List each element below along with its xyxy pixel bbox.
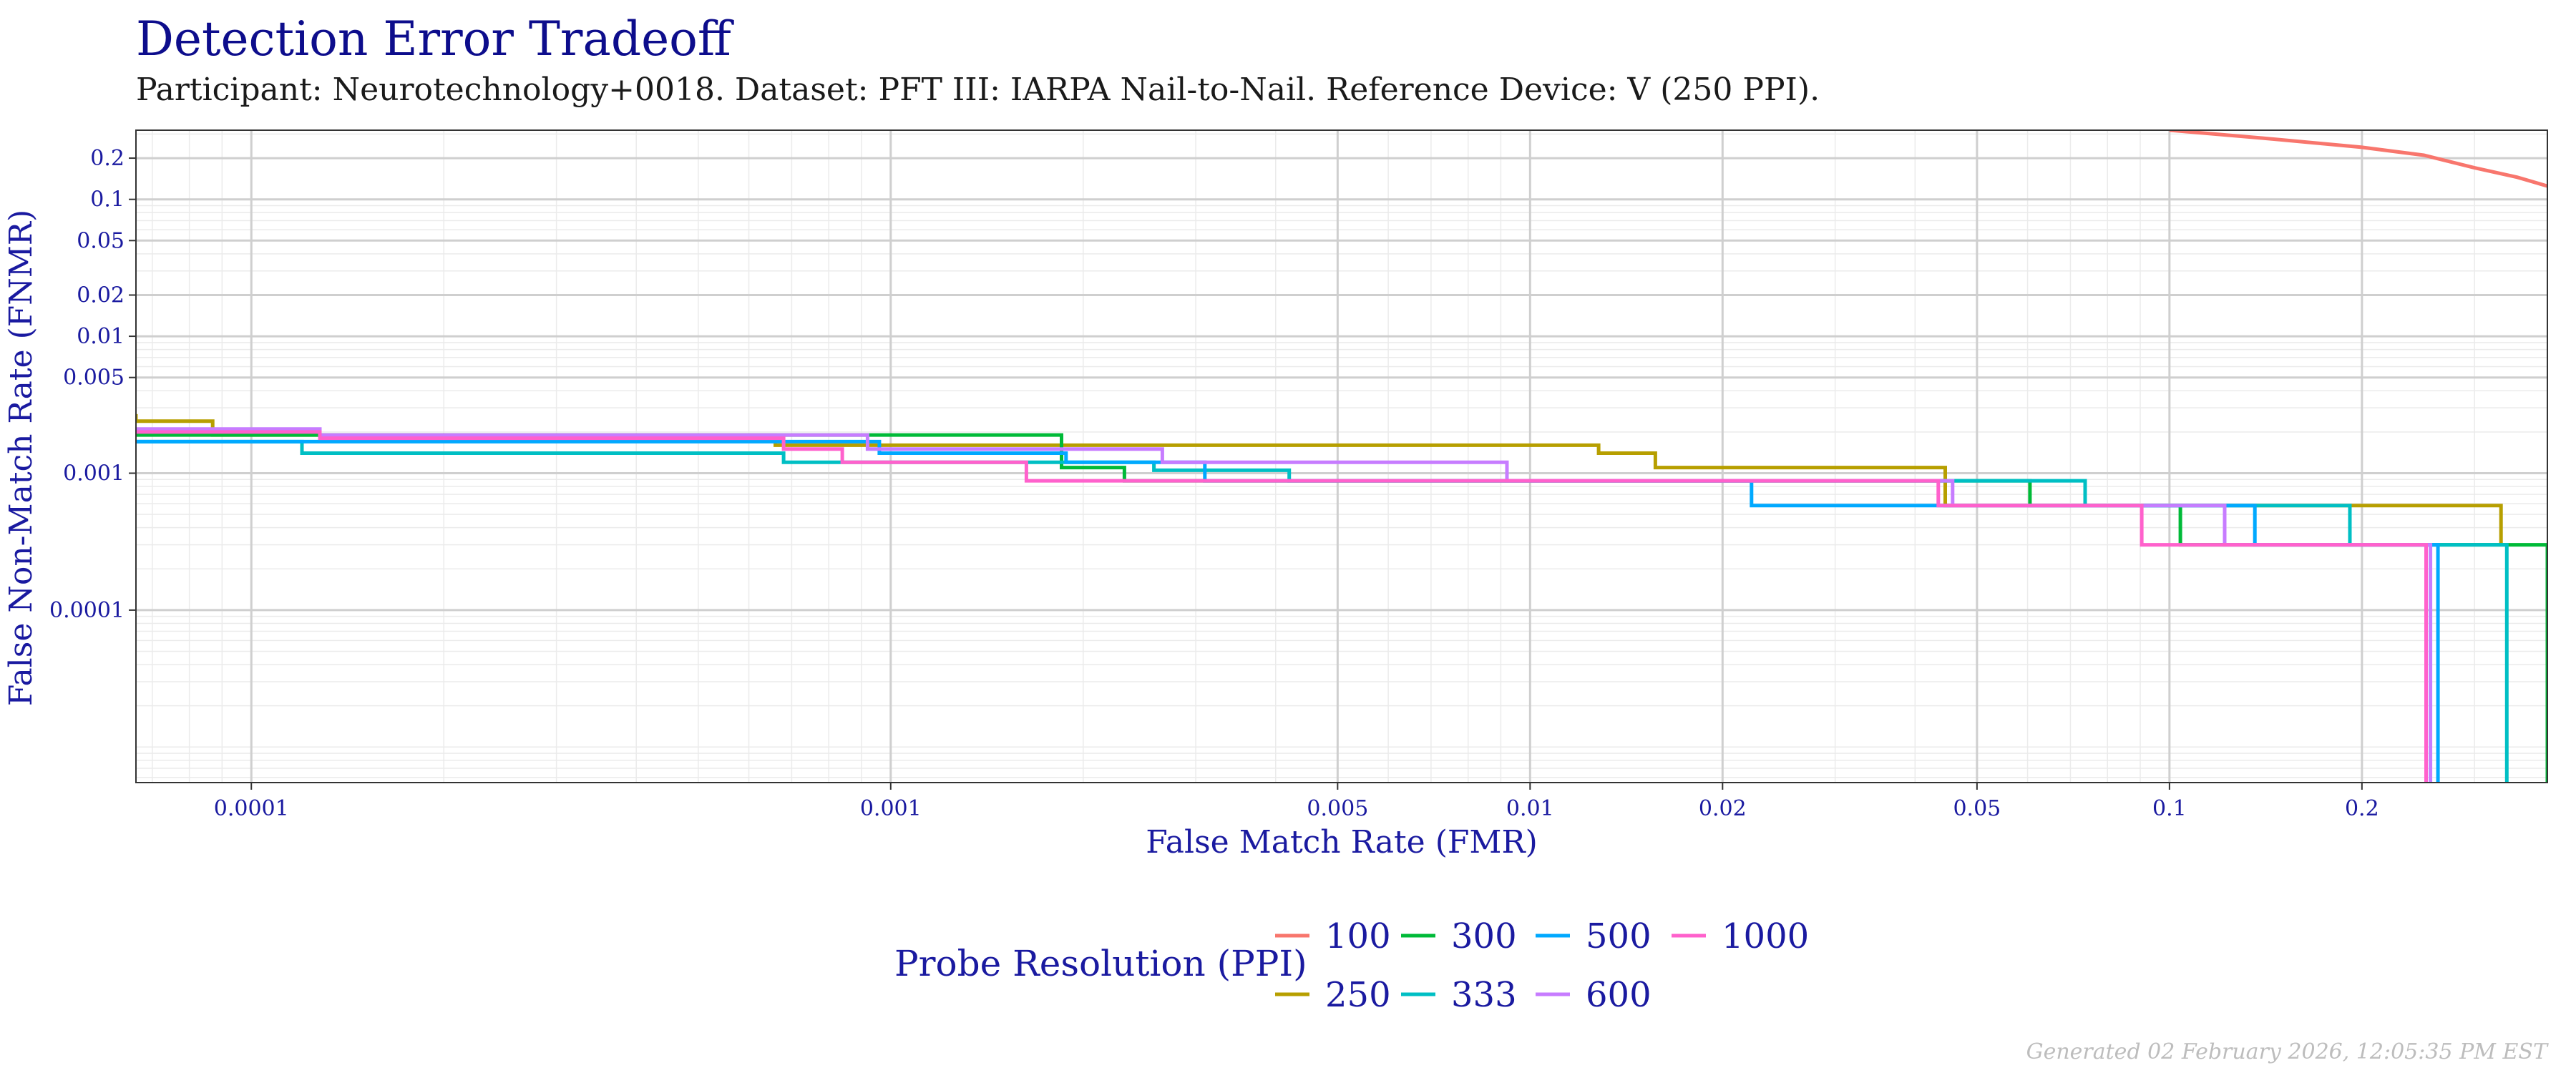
legend-label-1000: 1000 <box>1722 916 1809 956</box>
legend-item-333: 333 <box>1401 975 1517 1015</box>
y-axis-ticks: 0.2 0.1 0.05 0.02 0.01 0.005 0.001 0.0001 <box>49 146 136 623</box>
x-tick-label: 0.02 <box>1699 796 1747 821</box>
x-tick-label: 0.001 <box>860 796 922 821</box>
y-axis-label: False Non-Match Rate (FNMR) <box>3 210 39 706</box>
x-axis-ticks: 0.0001 0.001 0.005 0.01 0.02 0.05 0.1 0.2 <box>214 783 2379 821</box>
legend-item-300: 300 <box>1401 916 1517 956</box>
x-tick-label: 0.05 <box>1953 796 2001 821</box>
series-line-600 <box>136 427 2433 783</box>
legend-item-250: 250 <box>1275 975 1391 1015</box>
series-line-333 <box>136 439 2509 783</box>
legend-label-250: 250 <box>1325 975 1391 1015</box>
x-axis-label: False Match Rate (FMR) <box>1146 824 1538 861</box>
x-tick-label: 0.1 <box>2152 796 2187 821</box>
y-tick-label: 0.001 <box>63 461 125 486</box>
legend-label-333: 333 <box>1451 975 1517 1015</box>
x-tick-label: 0.005 <box>1307 796 1368 821</box>
y-tick-label: 0.01 <box>77 324 125 349</box>
y-tick-label: 0.0001 <box>49 598 125 623</box>
plot-background <box>136 130 2547 783</box>
y-tick-label: 0.02 <box>77 283 125 308</box>
grid-lines <box>136 130 2547 783</box>
series-line-1000 <box>136 430 2428 783</box>
legend-label-600: 600 <box>1586 975 1652 1015</box>
y-tick-label: 0.1 <box>90 187 125 212</box>
legend-label-500: 500 <box>1586 916 1652 956</box>
generated-timestamp: Generated 02 February 2026, 12:05:35 PM … <box>2026 1039 2549 1064</box>
chart-subtitle: Participant: Neurotechnology+0018. Datas… <box>136 72 1820 108</box>
plot-panel <box>135 129 2548 783</box>
series-line-250 <box>136 413 2503 545</box>
chart-title: Detection Error Tradeoff <box>136 11 734 67</box>
series-lines <box>136 130 2547 783</box>
y-tick-label: 0.2 <box>90 146 125 171</box>
x-tick-label: 0.2 <box>2345 796 2379 821</box>
series-line-100 <box>2169 130 2547 188</box>
x-tick-label: 0.0001 <box>214 796 289 821</box>
plot-border <box>135 129 2548 783</box>
legend: Probe Resolution (PPI) 100 300 500 1000 250 3… <box>894 916 1809 1015</box>
y-tick-label: 0.05 <box>77 228 125 253</box>
legend-label-100: 100 <box>1325 916 1391 956</box>
y-tick-label: 0.005 <box>63 366 125 391</box>
legend-item-600: 600 <box>1536 975 1652 1015</box>
legend-item-100: 100 <box>1275 916 1391 956</box>
legend-items: 100 300 500 1000 250 333 600 <box>1275 916 1809 1015</box>
legend-item-500: 500 <box>1536 916 1652 956</box>
legend-title: Probe Resolution (PPI) <box>894 943 1307 984</box>
legend-item-1000: 1000 <box>1672 916 1809 956</box>
x-tick-label: 0.01 <box>1506 796 1554 821</box>
legend-label-300: 300 <box>1451 916 1517 956</box>
